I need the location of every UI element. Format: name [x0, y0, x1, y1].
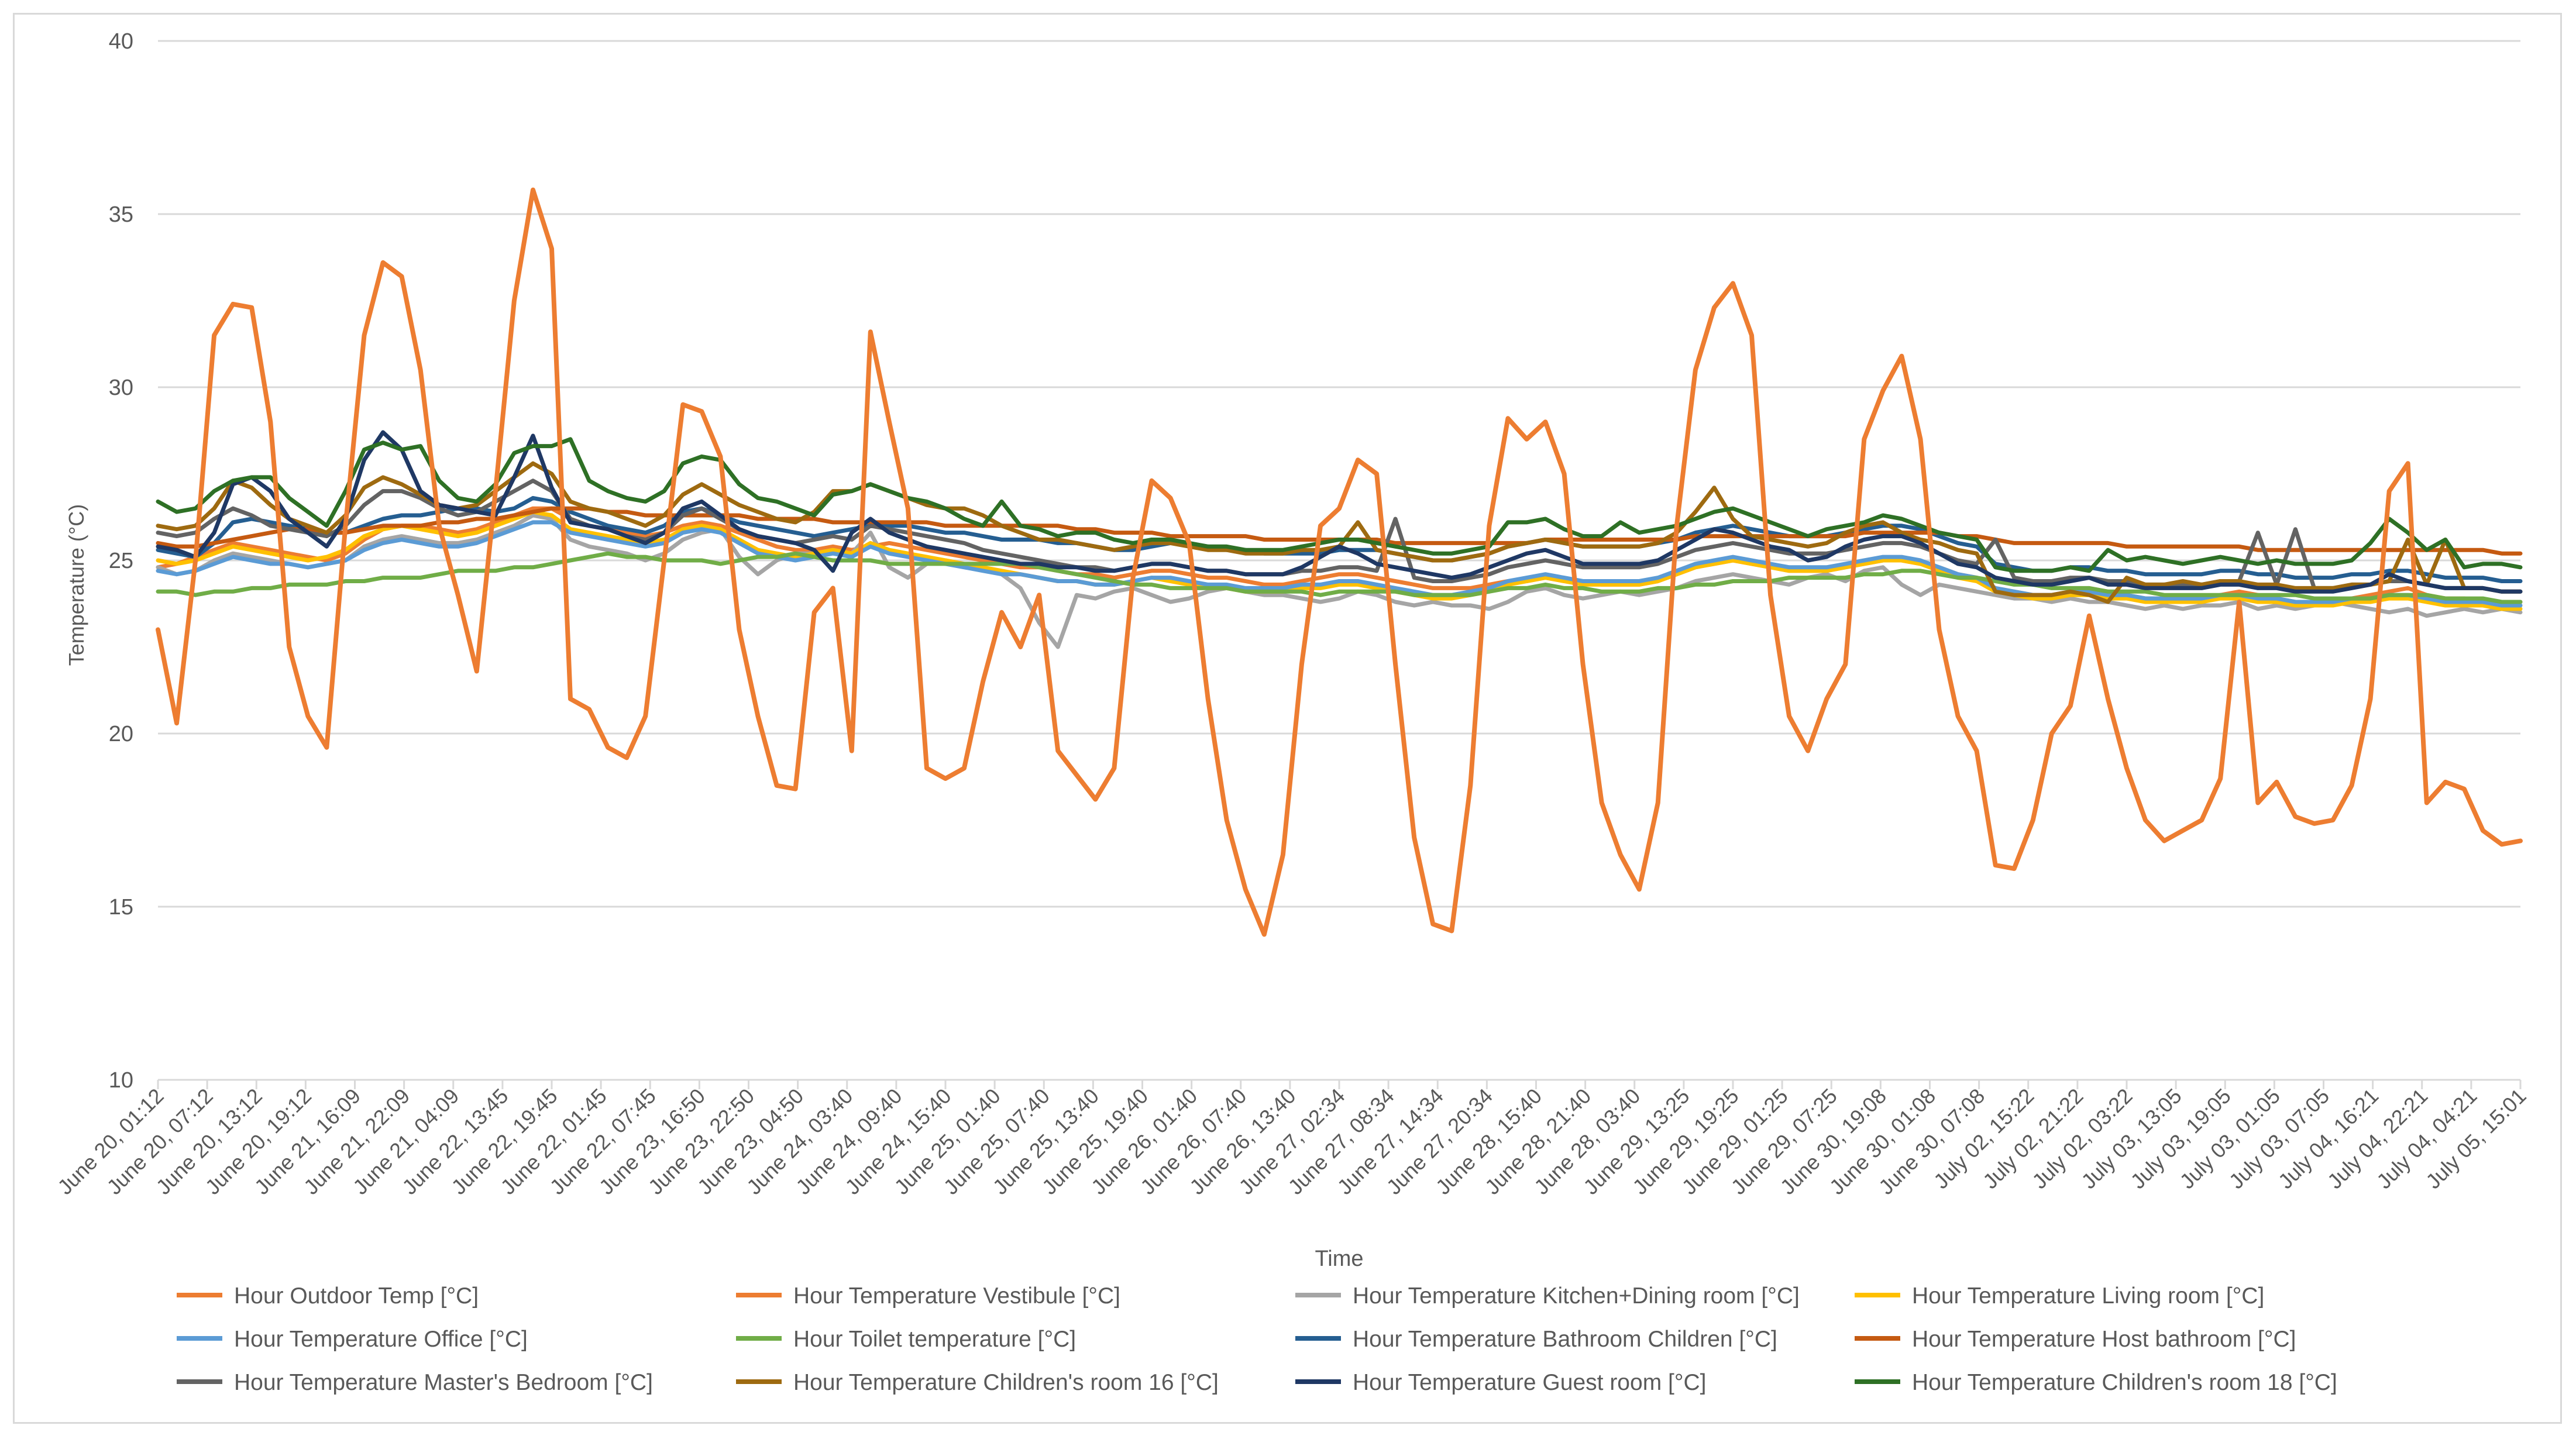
legend-label: Hour Toilet temperature [°C] [793, 1327, 1076, 1352]
legend-label: Hour Temperature Kitchen+Dining room [°C… [1353, 1283, 1800, 1309]
series-line-2 [156, 513, 2523, 649]
y-tick-label: 25 [109, 549, 133, 573]
legend-label: Hour Temperature Children's room 18 [°C] [1912, 1370, 2337, 1395]
x-axis-label: Time [1315, 1247, 1363, 1271]
legend-label: Hour Temperature Children's room 16 [°C] [793, 1370, 1219, 1395]
y-tick-label: 20 [109, 722, 133, 746]
legend-label: Hour Temperature Host bathroom [°C] [1912, 1327, 2296, 1352]
legend-label: Hour Temperature Bathroom Children [°C] [1353, 1327, 1777, 1352]
legend: Hour Outdoor Temp [°C] Hour Temperature V… [177, 1283, 2337, 1395]
legend-label: Hour Temperature Guest room [°C] [1353, 1370, 1706, 1395]
series-line-3 [156, 509, 2523, 611]
legend-label: Hour Temperature Vestibule [°C] [793, 1283, 1120, 1309]
y-tick-label: 30 [109, 376, 133, 400]
legend-label: Hour Temperature Office [°C] [234, 1327, 528, 1352]
chart-frame [13, 13, 2562, 1424]
y-tick-label: 10 [109, 1068, 133, 1093]
y-axis-label: Temperature (°C) [64, 504, 88, 666]
series-line-6 [156, 495, 2523, 583]
series-line-11 [156, 437, 2523, 573]
y-tick-label: 15 [109, 895, 133, 920]
legend-label: Hour Outdoor Temp [°C] [234, 1283, 479, 1309]
legend-label: Hour Temperature Master's Bedroom [°C] [234, 1370, 653, 1395]
series-line-0 [156, 187, 2523, 937]
y-tick-label: 35 [109, 202, 133, 227]
y-tick-label: 40 [109, 29, 133, 54]
y-axis-ticks: 10 15 20 25 30 35 40 [109, 29, 133, 1093]
legend-label: Hour Temperature Living room [°C] [1912, 1283, 2264, 1309]
series-line-10 [156, 430, 2523, 594]
series-line-5 [156, 551, 2523, 604]
series-group [156, 187, 2523, 937]
series-line-4 [156, 520, 2523, 608]
